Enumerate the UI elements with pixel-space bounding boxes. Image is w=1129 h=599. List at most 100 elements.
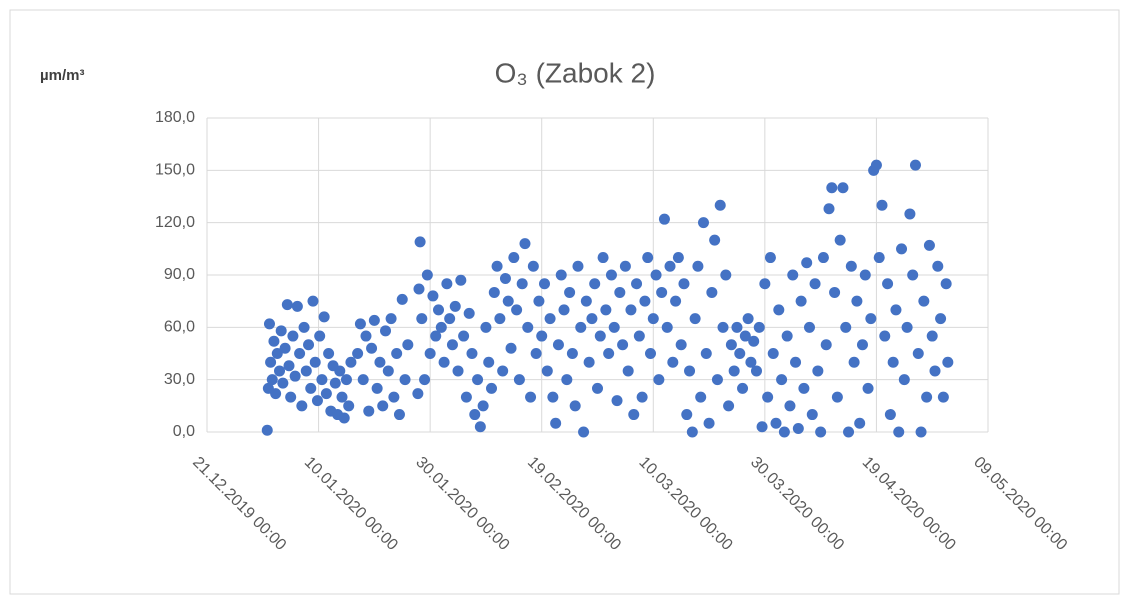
point bbox=[767, 348, 779, 359]
point bbox=[776, 374, 788, 386]
point bbox=[589, 278, 601, 290]
point bbox=[622, 365, 634, 377]
point bbox=[909, 159, 921, 171]
point bbox=[494, 313, 506, 325]
point bbox=[870, 159, 882, 171]
point bbox=[876, 199, 888, 211]
point bbox=[912, 348, 924, 359]
point bbox=[497, 365, 509, 377]
point bbox=[840, 321, 852, 333]
point bbox=[374, 356, 386, 368]
point bbox=[862, 382, 874, 394]
point bbox=[566, 348, 578, 359]
y-tick-label: 120,0 bbox=[155, 214, 195, 231]
point bbox=[658, 213, 670, 225]
point bbox=[289, 370, 301, 382]
point bbox=[703, 417, 715, 429]
y-tick-label: 60,0 bbox=[164, 319, 195, 336]
point bbox=[664, 260, 676, 272]
point bbox=[354, 318, 366, 330]
y-tick-label: 30,0 bbox=[164, 371, 195, 388]
point bbox=[706, 286, 718, 298]
point bbox=[569, 400, 581, 412]
point bbox=[511, 304, 523, 316]
point bbox=[544, 313, 556, 325]
point bbox=[527, 260, 539, 272]
point bbox=[275, 325, 287, 337]
point bbox=[368, 314, 380, 326]
point bbox=[845, 260, 857, 272]
point bbox=[472, 374, 484, 386]
point bbox=[547, 391, 559, 403]
point bbox=[480, 321, 492, 333]
point bbox=[499, 272, 511, 284]
point bbox=[745, 356, 757, 368]
point bbox=[784, 400, 796, 412]
point bbox=[890, 304, 902, 316]
point bbox=[316, 374, 328, 386]
point bbox=[552, 339, 564, 351]
point bbox=[711, 374, 723, 386]
point bbox=[438, 356, 450, 368]
point bbox=[483, 356, 495, 368]
point bbox=[277, 377, 289, 389]
point bbox=[795, 295, 807, 307]
point bbox=[834, 234, 846, 246]
point bbox=[697, 217, 709, 229]
y-tick-label: 150,0 bbox=[155, 162, 195, 179]
point bbox=[904, 208, 916, 220]
point bbox=[617, 339, 629, 351]
point bbox=[455, 274, 467, 286]
y-axis-label: µm/m³ bbox=[40, 67, 84, 84]
point bbox=[756, 421, 768, 433]
point bbox=[631, 278, 643, 290]
point bbox=[639, 295, 651, 307]
point bbox=[391, 348, 403, 359]
point bbox=[611, 395, 623, 407]
point bbox=[661, 321, 673, 333]
point bbox=[309, 356, 321, 368]
point bbox=[932, 260, 944, 272]
point bbox=[792, 423, 804, 435]
point bbox=[787, 269, 799, 281]
point bbox=[848, 356, 860, 368]
point bbox=[271, 348, 283, 359]
point bbox=[345, 356, 357, 368]
point bbox=[488, 286, 500, 298]
point bbox=[307, 295, 319, 307]
point bbox=[647, 313, 659, 325]
point bbox=[533, 295, 545, 307]
point bbox=[285, 391, 297, 403]
point bbox=[300, 365, 312, 377]
point bbox=[594, 330, 606, 342]
point bbox=[826, 182, 838, 194]
point bbox=[564, 286, 576, 298]
point bbox=[937, 391, 949, 403]
point bbox=[366, 342, 378, 354]
point bbox=[281, 299, 293, 311]
point bbox=[633, 330, 645, 342]
point bbox=[274, 365, 286, 377]
point bbox=[419, 374, 431, 386]
point bbox=[263, 318, 275, 330]
point bbox=[935, 313, 947, 325]
point bbox=[261, 424, 273, 436]
point bbox=[519, 238, 531, 250]
point bbox=[265, 356, 277, 368]
point bbox=[382, 365, 394, 377]
point bbox=[388, 391, 400, 403]
point bbox=[929, 365, 941, 377]
point bbox=[530, 348, 542, 359]
point bbox=[717, 321, 729, 333]
point bbox=[684, 365, 696, 377]
point bbox=[843, 426, 855, 438]
point bbox=[412, 388, 424, 400]
point bbox=[318, 311, 330, 323]
point bbox=[605, 269, 617, 281]
point bbox=[770, 417, 782, 429]
point bbox=[363, 405, 375, 417]
point bbox=[597, 252, 609, 264]
point bbox=[336, 391, 348, 403]
point bbox=[334, 365, 346, 377]
point bbox=[773, 304, 785, 316]
